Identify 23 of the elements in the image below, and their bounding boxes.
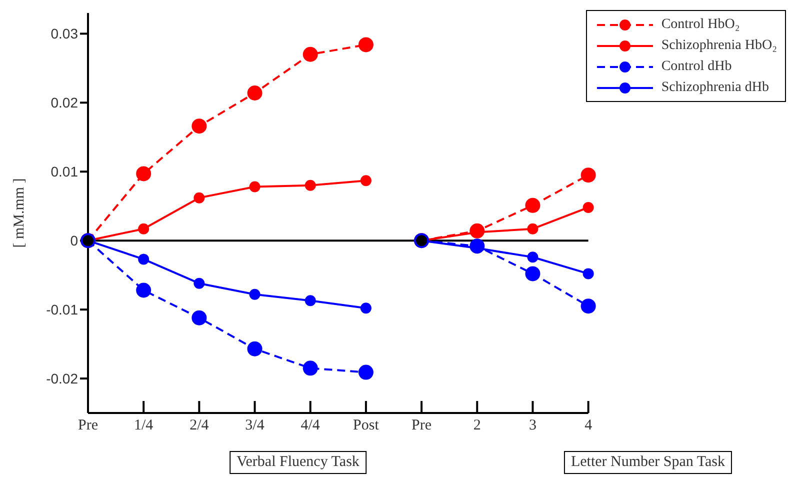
y-tick-label: 0.03 [50,26,78,42]
legend-label: Control dHb [661,58,732,74]
x-tick-label: 2 [473,418,481,434]
text: Verbal Fluency Task [230,451,366,474]
x-tick-label: 3/4 [245,418,265,434]
legend-label: Schizophrenia dHb [661,80,770,96]
y-tick-label: 0.01 [50,164,78,180]
x-tick-label: 1/4 [134,418,154,434]
x-tick-label: Pre [78,418,98,434]
x-tick-label: 4 [584,418,593,434]
legend-label: Control HbO₂ [661,16,740,32]
y-axis-title: [ mM.mm ] [11,178,28,248]
x-tick-label: Post [353,418,380,434]
x-tick-label: 3 [528,418,536,434]
legend-label: Schizophrenia HbO₂ [661,38,777,54]
x-tick-label: Pre [412,418,432,434]
y-tick-label: -0.01 [46,302,78,318]
y-tick-label: -0.02 [46,370,78,386]
y-tick-label: 0.02 [50,94,78,111]
text: Letter Number Span Task [564,451,732,474]
y-tick-label: 0 [70,232,78,249]
x-tick-label: 2/4 [190,418,210,434]
x-tick-label: 4/4 [300,418,320,434]
